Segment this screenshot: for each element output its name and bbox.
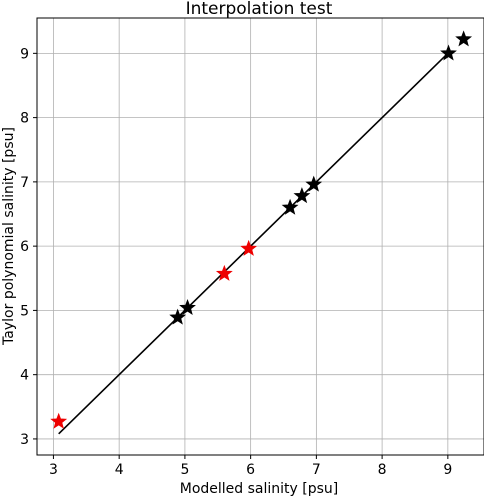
data-point-star (179, 298, 196, 315)
data-points (50, 30, 473, 429)
y-tick-label: 3 (20, 432, 29, 448)
x-axis-label: Modelled salinity [psu] (180, 481, 339, 496)
x-tick-label: 3 (49, 462, 58, 478)
grid-lines (37, 18, 484, 455)
x-tick-label: 8 (378, 462, 387, 478)
data-point-star (281, 198, 299, 215)
x-tick-label: 4 (115, 462, 124, 478)
data-point-star (440, 44, 457, 61)
x-tick-label: 6 (246, 462, 255, 478)
plot-frame (36, 17, 484, 456)
line-layer (58, 51, 450, 435)
data-point-star (240, 239, 258, 256)
y-tick-label: 5 (20, 303, 29, 319)
y-tick-label: 7 (20, 175, 29, 191)
data-point-star (215, 264, 233, 281)
y-axis-ticks: 3 4 5 6 7 8 9 (20, 46, 37, 448)
data-point-star (293, 187, 311, 204)
x-tick-label: 5 (180, 462, 189, 478)
data-point-star (50, 412, 68, 429)
data-point-star (455, 30, 473, 47)
y-tick-label: 8 (20, 111, 29, 127)
chart-title: Interpolation test (186, 0, 333, 19)
x-tick-label: 7 (312, 462, 321, 478)
data-point-star (305, 175, 323, 192)
fit-line (58, 51, 450, 435)
x-tick-label: 9 (443, 462, 452, 478)
data-point-star (169, 308, 187, 325)
y-axis-label: Taylor polynomial salinity [psu] (1, 127, 17, 346)
y-tick-label: 6 (20, 239, 29, 255)
y-tick-label: 4 (20, 368, 29, 384)
y-tick-label: 9 (20, 46, 29, 62)
x-axis-ticks: 3 4 5 6 7 8 9 (49, 455, 452, 478)
